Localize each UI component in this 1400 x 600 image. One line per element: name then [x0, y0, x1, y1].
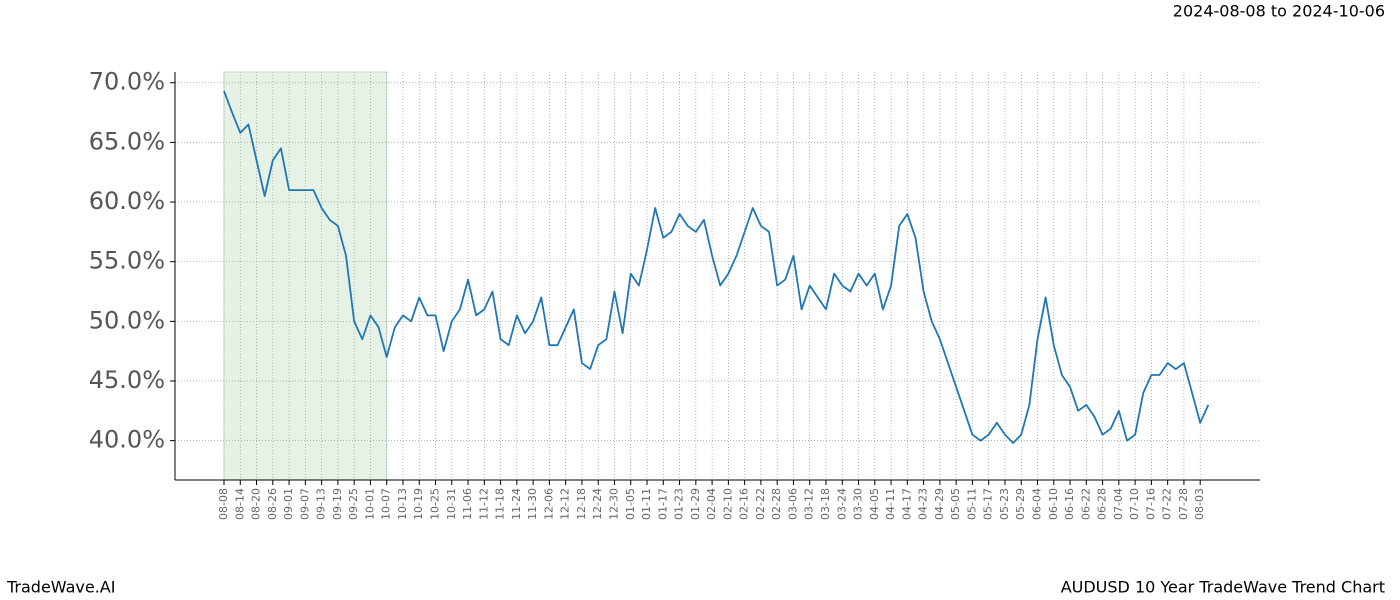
x-tick-label: 02-04 [705, 488, 718, 520]
x-tick-label: 09-01 [282, 488, 295, 520]
x-tick-label: 12-24 [591, 488, 604, 520]
x-tick-label: 03-24 [835, 488, 848, 520]
x-tick-label: 12-12 [559, 488, 572, 520]
x-tick-label: 05-11 [965, 488, 978, 520]
footer-title: AUDUSD 10 Year TradeWave Trend Chart [1061, 578, 1385, 597]
x-tick-label: 08-03 [1193, 488, 1206, 520]
x-tick-label: 10-01 [363, 488, 376, 520]
x-tick-label: 05-29 [1014, 488, 1027, 520]
x-tick-label: 01-11 [640, 488, 653, 520]
brand: TradeWave.AI [6, 578, 115, 597]
x-tick-label: 10-25 [429, 488, 442, 520]
x-tick-label: 07-28 [1177, 488, 1190, 520]
x-tick-label: 04-29 [933, 488, 946, 520]
x-tick-label: 11-12 [477, 488, 490, 520]
y-tick-label: 45.0% [89, 366, 165, 394]
y-tick-label: 70.0% [89, 68, 165, 96]
y-tick-label: 50.0% [89, 306, 165, 334]
x-tick-label: 08-26 [266, 488, 279, 520]
x-tick-label: 01-23 [673, 488, 686, 520]
x-tick-label: 12-06 [542, 488, 555, 520]
x-tick-label: 07-22 [1161, 488, 1174, 520]
x-tick-label: 10-19 [412, 488, 425, 520]
x-tick-label: 06-22 [1079, 488, 1092, 520]
x-tick-label: 03-30 [852, 488, 865, 520]
x-tick-label: 02-10 [721, 488, 734, 520]
x-tick-label: 06-04 [1031, 488, 1044, 520]
x-tick-label: 05-05 [949, 488, 962, 520]
x-tick-label: 06-10 [1047, 488, 1060, 520]
y-tick-label: 60.0% [89, 187, 165, 215]
x-tick-label: 07-16 [1144, 488, 1157, 520]
price-line [223, 90, 1210, 444]
x-tick-label: 07-10 [1128, 488, 1141, 520]
x-tick-label: 09-13 [315, 488, 328, 520]
x-tick-label: 03-12 [803, 488, 816, 520]
x-tick-label: 04-23 [917, 488, 930, 520]
x-tick-label: 08-08 [217, 488, 230, 520]
x-tick-label: 10-07 [380, 488, 393, 520]
x-tick-label: 11-18 [494, 488, 507, 520]
x-tick-label: 05-17 [982, 488, 995, 520]
x-tick-label: 02-22 [754, 488, 767, 520]
x-tick-label: 09-19 [331, 488, 344, 520]
x-tick-label: 04-11 [884, 488, 897, 520]
x-tick-label: 05-23 [998, 488, 1011, 520]
y-tick-label: 40.0% [89, 426, 165, 454]
x-tick-label: 09-07 [298, 488, 311, 520]
x-tick-label: 01-29 [689, 488, 702, 520]
x-tick-label: 09-25 [347, 488, 360, 520]
x-tick-label: 12-18 [575, 488, 588, 520]
x-tick-label: 02-16 [738, 488, 751, 520]
x-tick-label: 04-05 [868, 488, 881, 520]
x-tick-label: 03-18 [819, 488, 832, 520]
x-tick-label: 08-20 [250, 488, 263, 520]
x-tick-label: 03-06 [786, 488, 799, 520]
x-tick-label: 04-17 [900, 488, 913, 520]
x-tick-label: 01-17 [656, 488, 669, 520]
x-tick-label: 10-31 [445, 488, 458, 520]
x-tick-label: 10-13 [396, 488, 409, 520]
x-tick-label: 11-30 [526, 488, 539, 520]
date-range: 2024-08-08 to 2024-10-06 [1173, 2, 1385, 21]
x-tick-label: 01-05 [624, 488, 637, 520]
x-tick-label: 12-30 [607, 488, 620, 520]
x-tick-label: 11-06 [461, 488, 474, 520]
x-tick-label: 11-24 [510, 488, 523, 520]
y-tick-label: 55.0% [89, 247, 165, 275]
x-tick-label: 08-14 [233, 488, 246, 520]
x-tick-label: 02-28 [770, 488, 783, 520]
x-tick-label: 06-16 [1063, 488, 1076, 520]
x-tick-label: 06-28 [1096, 488, 1109, 520]
x-tick-label: 07-04 [1112, 488, 1125, 520]
y-tick-label: 65.0% [89, 127, 165, 155]
